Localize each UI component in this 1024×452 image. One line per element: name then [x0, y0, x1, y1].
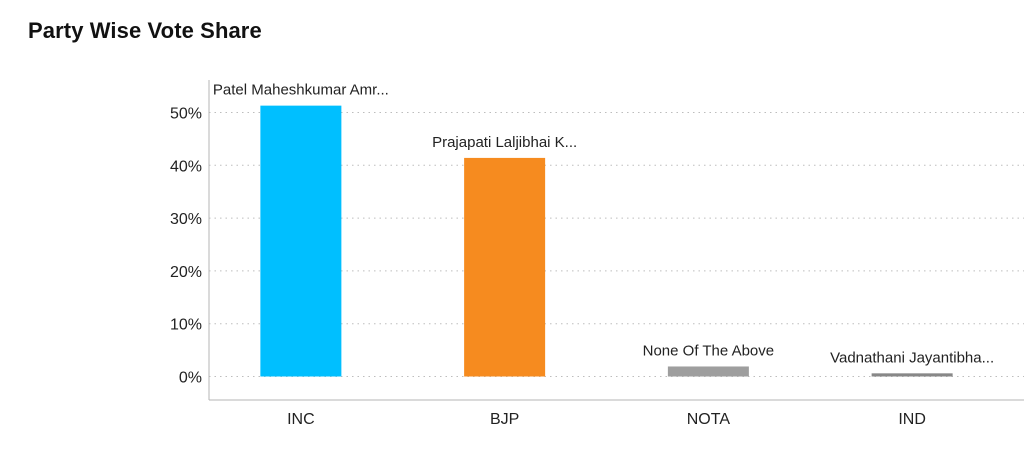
y-tick-labels: 0% 10% 20% 30% 40% 50% — [170, 106, 202, 387]
bar-data-label: None Of The Above — [643, 342, 774, 359]
y-tick-label: 20% — [170, 264, 202, 281]
x-tick-label: BJP — [490, 411, 519, 428]
x-tick-label: INC — [287, 411, 315, 428]
y-tick-label: 30% — [170, 211, 202, 228]
x-tick-label: IND — [898, 411, 926, 428]
y-tick-label: 40% — [170, 158, 202, 175]
gridlines — [209, 112, 1024, 377]
axes — [208, 80, 1024, 401]
bar-data-label: Patel Maheshkumar Amr... — [213, 82, 389, 99]
y-tick-label: 0% — [179, 370, 202, 387]
bar-data-label: Vadnathani Jayantibha... — [830, 349, 994, 366]
bar-labels: Patel Maheshkumar Amr... Prajapati Laljib… — [213, 82, 994, 367]
bars — [260, 105, 953, 377]
bar-data-label: Prajapati Laljibhai K... — [432, 134, 577, 151]
y-tick-label: 10% — [170, 317, 202, 334]
bar-inc[interactable] — [260, 105, 342, 377]
page-title: Party Wise Vote Share — [28, 18, 262, 43]
y-tick-label: 50% — [170, 106, 202, 123]
bar-nota[interactable] — [667, 366, 749, 377]
bar-ind[interactable] — [871, 373, 953, 377]
x-tick-labels: INC BJP NOTA IND — [287, 411, 926, 428]
bar-bjp[interactable] — [464, 157, 546, 377]
x-tick-label: NOTA — [687, 411, 731, 428]
